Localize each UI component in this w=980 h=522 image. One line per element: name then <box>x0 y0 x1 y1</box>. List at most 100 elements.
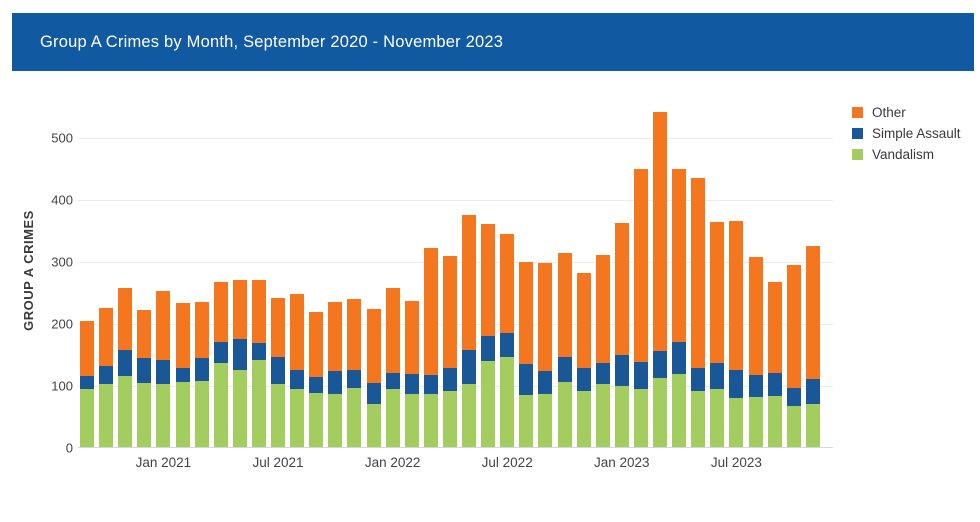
bar-segment-vandalism[interactable] <box>442 390 457 447</box>
bar-segment-simple-assault[interactable] <box>194 357 209 381</box>
bar-segment-other[interactable] <box>691 177 706 368</box>
bar-segment-other[interactable] <box>710 221 725 364</box>
bar-segment-vandalism[interactable] <box>462 383 476 447</box>
bar-segment-other[interactable] <box>290 293 305 370</box>
bar-segment-other[interactable] <box>137 309 152 359</box>
bar-segment-other[interactable] <box>538 262 553 372</box>
bar-segment-simple-assault[interactable] <box>805 379 820 404</box>
bar-segment-simple-assault[interactable] <box>500 332 515 357</box>
bar-segment-simple-assault[interactable] <box>653 350 667 378</box>
bar-segment-other[interactable] <box>194 301 209 358</box>
bar-segment-other[interactable] <box>232 279 247 339</box>
bar-segment-vandalism[interactable] <box>653 377 667 447</box>
bar-segment-simple-assault[interactable] <box>462 350 476 384</box>
bar-segment-simple-assault[interactable] <box>481 336 496 362</box>
bar-segment-vandalism[interactable] <box>633 389 648 447</box>
bar-segment-simple-assault[interactable] <box>748 374 763 398</box>
bar-segment-other[interactable] <box>271 297 285 357</box>
bar-segment-vandalism[interactable] <box>500 356 515 447</box>
bar-segment-simple-assault[interactable] <box>404 373 419 394</box>
bar-segment-simple-assault[interactable] <box>213 342 228 363</box>
bar-segment-other[interactable] <box>462 215 476 351</box>
bar-segment-vandalism[interactable] <box>366 403 381 447</box>
bar-segment-other[interactable] <box>328 301 343 371</box>
bar-segment-simple-assault[interactable] <box>175 367 190 382</box>
bar-segment-vandalism[interactable] <box>672 373 687 447</box>
bar-segment-simple-assault[interactable] <box>118 349 133 376</box>
bar-segment-simple-assault[interactable] <box>557 357 572 382</box>
bar-segment-other[interactable] <box>423 248 438 375</box>
bar-segment-simple-assault[interactable] <box>290 369 305 389</box>
bar-segment-vandalism[interactable] <box>710 389 725 447</box>
bar-segment-vandalism[interactable] <box>595 384 610 447</box>
bar-segment-simple-assault[interactable] <box>710 363 725 390</box>
bar-segment-other[interactable] <box>385 287 400 374</box>
bar-segment-simple-assault[interactable] <box>786 387 801 407</box>
bar-segment-vandalism[interactable] <box>118 375 133 447</box>
bar-segment-vandalism[interactable] <box>156 383 171 447</box>
bar-segment-other[interactable] <box>118 287 133 350</box>
legend-item-simple-assault[interactable]: Simple Assault <box>852 123 961 144</box>
bar-segment-other[interactable] <box>99 307 114 366</box>
bar-segment-vandalism[interactable] <box>404 393 419 447</box>
bar-segment-other[interactable] <box>748 257 763 375</box>
bar-segment-vandalism[interactable] <box>614 386 629 447</box>
bar-segment-vandalism[interactable] <box>213 362 228 447</box>
bar-segment-other[interactable] <box>519 262 534 364</box>
bar-segment-vandalism[interactable] <box>729 398 744 447</box>
bar-segment-other[interactable] <box>614 222 629 355</box>
bar-segment-simple-assault[interactable] <box>595 362 610 385</box>
bar-segment-simple-assault[interactable] <box>767 372 782 396</box>
bar-segment-other[interactable] <box>633 168 648 363</box>
bar-segment-simple-assault[interactable] <box>672 342 687 374</box>
bar-segment-other[interactable] <box>366 309 381 383</box>
bar-segment-other[interactable] <box>672 169 687 343</box>
bar-segment-other[interactable] <box>595 254 610 363</box>
bar-segment-vandalism[interactable] <box>385 389 400 447</box>
bar-segment-other[interactable] <box>576 272 591 368</box>
bar-segment-vandalism[interactable] <box>767 395 782 447</box>
legend-item-other[interactable]: Other <box>852 102 961 123</box>
bar-segment-other[interactable] <box>156 290 171 360</box>
bar-segment-vandalism[interactable] <box>290 388 305 447</box>
bar-segment-simple-assault[interactable] <box>137 358 152 383</box>
bar-segment-other[interactable] <box>442 255 457 369</box>
bar-segment-simple-assault[interactable] <box>80 375 94 389</box>
bar-segment-simple-assault[interactable] <box>366 382 381 404</box>
bar-segment-vandalism[interactable] <box>309 393 324 447</box>
bar-segment-vandalism[interactable] <box>481 361 496 447</box>
bar-segment-simple-assault[interactable] <box>309 377 324 394</box>
bar-segment-simple-assault[interactable] <box>251 342 266 360</box>
bar-segment-vandalism[interactable] <box>786 406 801 447</box>
bar-segment-vandalism[interactable] <box>271 384 285 447</box>
bar-segment-vandalism[interactable] <box>99 383 114 447</box>
bar-segment-vandalism[interactable] <box>576 391 591 447</box>
bar-segment-simple-assault[interactable] <box>385 373 400 390</box>
bar-segment-vandalism[interactable] <box>347 388 362 447</box>
bar-segment-simple-assault[interactable] <box>99 365 114 384</box>
bar-segment-vandalism[interactable] <box>519 394 534 447</box>
bar-segment-simple-assault[interactable] <box>156 359 171 384</box>
bar-segment-simple-assault[interactable] <box>633 362 648 390</box>
bar-segment-other[interactable] <box>309 311 324 377</box>
bar-segment-simple-assault[interactable] <box>614 354 629 387</box>
bar-segment-vandalism[interactable] <box>175 381 190 447</box>
bar-segment-other[interactable] <box>251 280 266 343</box>
bar-segment-vandalism[interactable] <box>538 393 553 447</box>
bar-segment-simple-assault[interactable] <box>328 370 343 394</box>
bar-segment-simple-assault[interactable] <box>442 368 457 391</box>
bar-segment-vandalism[interactable] <box>232 369 247 447</box>
bar-segment-vandalism[interactable] <box>423 394 438 447</box>
bar-segment-other[interactable] <box>653 112 667 351</box>
bar-segment-other[interactable] <box>213 282 228 343</box>
bar-segment-vandalism[interactable] <box>251 359 266 447</box>
bar-segment-simple-assault[interactable] <box>271 356 285 385</box>
bar-segment-simple-assault[interactable] <box>347 369 362 389</box>
bar-segment-other[interactable] <box>481 223 496 336</box>
bar-segment-vandalism[interactable] <box>328 393 343 447</box>
bar-segment-other[interactable] <box>175 302 190 368</box>
bar-segment-simple-assault[interactable] <box>576 367 591 392</box>
bar-segment-simple-assault[interactable] <box>423 374 438 395</box>
bar-segment-other[interactable] <box>729 221 744 370</box>
bar-segment-other[interactable] <box>786 264 801 388</box>
